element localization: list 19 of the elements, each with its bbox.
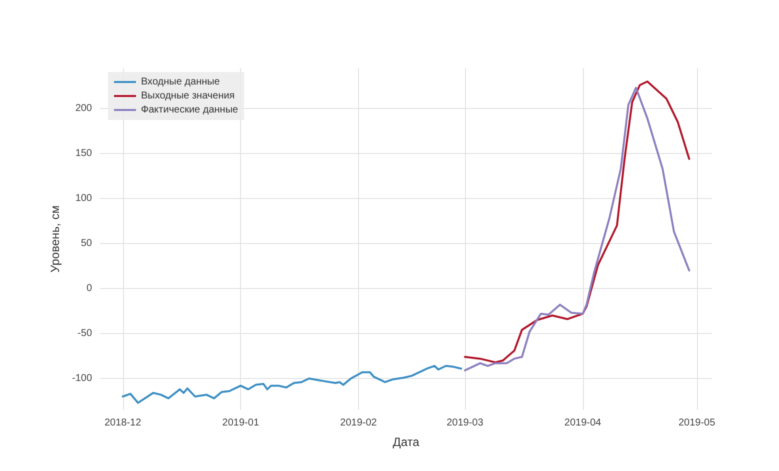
x-tick-label: 2019-04 [564, 418, 602, 428]
y-tick-label: 150 [75, 148, 92, 159]
y-tick-label: -50 [78, 328, 92, 339]
x-tick-label: 2019-01 [222, 418, 260, 428]
y-tick-label: 100 [75, 193, 92, 204]
y-tick-label: 200 [75, 103, 92, 114]
legend-label: Входные данные [141, 76, 220, 88]
x-tick-label: 2018-12 [104, 418, 142, 428]
line-series [122, 364, 462, 404]
legend-label: Выходные значения [141, 90, 235, 102]
x-tick-label: 2019-03 [446, 418, 484, 428]
x-axis-title: Дата [392, 435, 420, 449]
legend-label: Фактические данные [141, 104, 239, 116]
y-tick-label: 0 [86, 283, 92, 294]
x-tick-label: 2019-05 [678, 418, 716, 428]
y-axis-title: Уровень, см [48, 205, 62, 273]
y-tick-label: 50 [80, 238, 92, 249]
y-tick-label: -100 [72, 373, 92, 384]
x-tick-label: 2019-02 [340, 418, 378, 428]
